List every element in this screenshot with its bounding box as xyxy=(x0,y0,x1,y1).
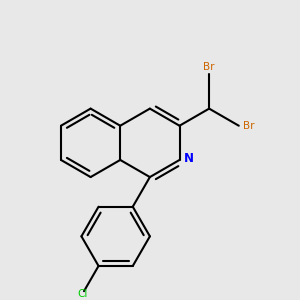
Text: Br: Br xyxy=(203,62,215,72)
Text: Br: Br xyxy=(243,121,254,131)
Text: Cl: Cl xyxy=(77,289,87,299)
Text: N: N xyxy=(183,152,194,165)
